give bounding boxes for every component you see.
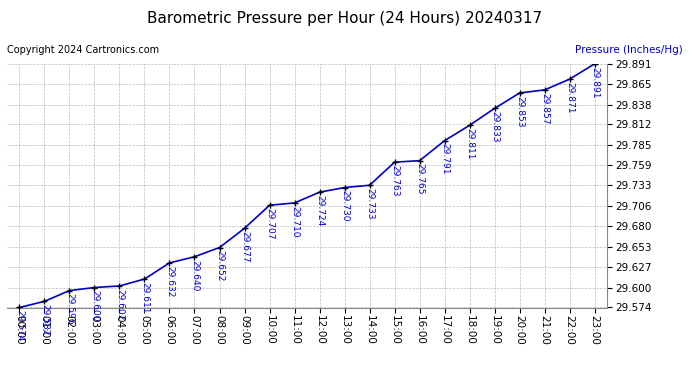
Text: 29.707: 29.707 [265, 208, 274, 240]
Text: 29.724: 29.724 [315, 195, 324, 226]
Text: Barometric Pressure per Hour (24 Hours) 20240317: Barometric Pressure per Hour (24 Hours) … [148, 11, 542, 26]
Text: 29.640: 29.640 [190, 260, 199, 291]
Text: 29.632: 29.632 [165, 266, 174, 297]
Text: Pressure (Inches/Hg): Pressure (Inches/Hg) [575, 45, 683, 55]
Text: Copyright 2024 Cartronics.com: Copyright 2024 Cartronics.com [7, 45, 159, 55]
Text: 29.891: 29.891 [590, 66, 599, 98]
Text: 29.857: 29.857 [540, 93, 549, 124]
Text: 29.853: 29.853 [515, 96, 524, 127]
Text: 29.596: 29.596 [65, 293, 74, 325]
Text: 29.611: 29.611 [140, 282, 149, 314]
Text: 29.833: 29.833 [490, 111, 499, 142]
Text: 29.652: 29.652 [215, 250, 224, 282]
Text: 29.582: 29.582 [40, 304, 49, 336]
Text: 29.710: 29.710 [290, 206, 299, 237]
Text: 29.677: 29.677 [240, 231, 249, 262]
Text: 29.765: 29.765 [415, 164, 424, 195]
Text: 29.600: 29.600 [90, 290, 99, 322]
Text: 29.871: 29.871 [565, 82, 574, 113]
Text: 29.811: 29.811 [465, 128, 474, 159]
Text: 29.574: 29.574 [15, 310, 24, 342]
Text: 29.602: 29.602 [115, 289, 124, 320]
Text: 29.791: 29.791 [440, 143, 449, 175]
Text: 29.733: 29.733 [365, 188, 374, 219]
Text: 29.730: 29.730 [340, 190, 349, 222]
Text: 29.763: 29.763 [390, 165, 399, 196]
